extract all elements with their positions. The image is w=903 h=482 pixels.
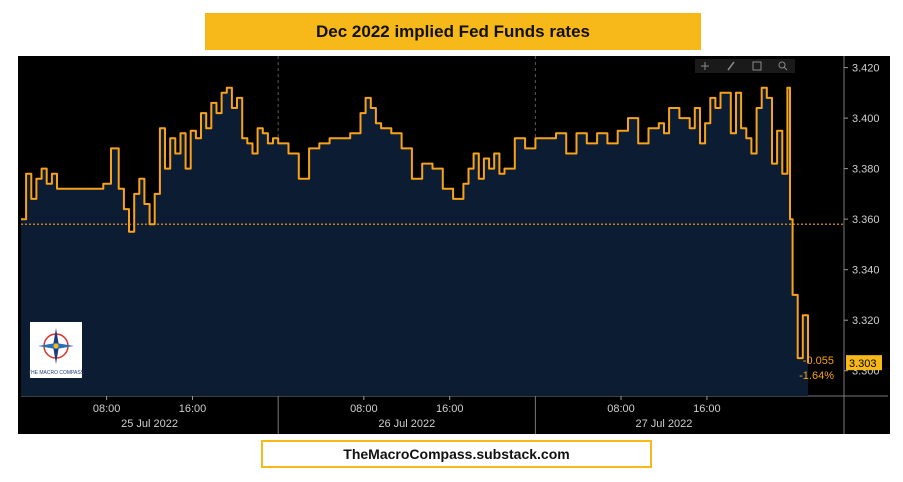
x-tick-label: 16:00 [436,403,464,415]
y-tick-label: 3.360 [852,214,880,226]
zoom-icon[interactable] [778,61,788,71]
change-pct-label: -1.64% [799,370,834,382]
y-tick-label: 3.340 [852,265,880,277]
x-tick-label: 16:00 [179,403,207,415]
y-tick-label: 3.380 [852,164,880,176]
pencil-icon[interactable] [727,61,735,71]
chart-toolbar [695,59,795,73]
y-tick-label: 3.420 [852,63,880,75]
chart-svg: 3.4203.4003.3803.3603.3403.3203.3003.303… [21,56,888,434]
day-label: 26 Jul 2022 [378,418,435,430]
macro-compass-logo-icon [30,322,82,378]
logo-text: THE MACRO COMPASS [28,370,85,376]
day-label: 25 Jul 2022 [121,418,178,430]
last-value-label: 3.303 [849,358,877,370]
footer-url: TheMacroCompass.substack.com [261,440,652,468]
crosshair-icon[interactable] [701,62,709,70]
chart-title: Dec 2022 implied Fed Funds rates [205,13,701,50]
x-tick-label: 16:00 [693,403,721,415]
series-area [21,87,808,397]
x-tick-label: 08:00 [93,403,121,415]
grid-icon[interactable] [752,61,762,71]
series-line [21,86,809,364]
change-label: -0.055 [803,355,834,367]
last-value-badge [846,355,882,371]
day-label: 27 Jul 2022 [636,418,693,430]
x-tick-label: 08:00 [350,403,378,415]
y-tick-label: 3.320 [852,315,880,327]
y-tick-label: 3.400 [852,113,880,125]
x-tick-label: 08:00 [607,403,635,415]
chart-panel: 3.420 3.400 3.380 3.360 3.340 3.320 3.300 3.303… [18,56,890,434]
